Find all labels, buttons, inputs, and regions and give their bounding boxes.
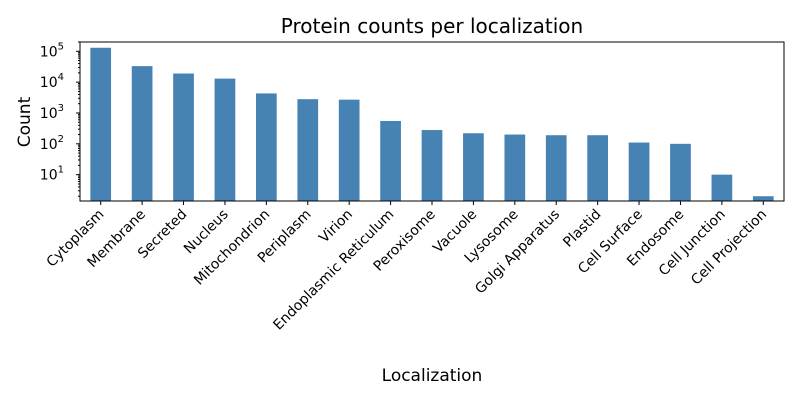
bar-cytoplasm <box>90 47 112 201</box>
bar-peroxisome <box>421 130 443 201</box>
bar-nucleus <box>214 78 236 201</box>
y-tick-label: 103 <box>40 103 64 122</box>
bar-golgi-apparatus <box>545 135 567 201</box>
x-tick-label: Cell Projection <box>688 207 770 289</box>
bar-periplasm <box>297 99 319 201</box>
y-axis-label: Count <box>15 96 35 147</box>
bar-lysosome <box>504 134 526 201</box>
bars-group <box>90 47 774 201</box>
bar-endosome <box>670 143 691 201</box>
plot-frame <box>79 41 785 202</box>
bar-mitochondrion <box>256 93 277 201</box>
bar-cell-surface <box>628 142 650 201</box>
y-tick-label: 104 <box>40 72 64 91</box>
bar-vacuole <box>463 133 484 201</box>
x-ticks-group: CytoplasmMembraneSecretedNucleusMitochon… <box>44 201 770 333</box>
chart-title: Protein counts per localization <box>281 14 583 38</box>
bar-virion <box>338 99 360 201</box>
bar-plastid <box>587 135 608 201</box>
bar-endoplasmic-reticulum <box>380 120 401 201</box>
x-axis-label: Localization <box>382 366 483 386</box>
y-tick-label: 101 <box>40 165 64 184</box>
y-tick-label: 105 <box>40 41 64 60</box>
bar-cell-junction <box>711 174 733 201</box>
y-tick-label: 102 <box>40 134 64 153</box>
bar-secreted <box>173 73 194 201</box>
x-tick-label: Virion <box>316 207 356 247</box>
y-ticks-group: 101 102 103 104 105 <box>40 41 80 197</box>
bar-cell-projection <box>752 196 774 201</box>
bar-membrane <box>131 66 153 201</box>
